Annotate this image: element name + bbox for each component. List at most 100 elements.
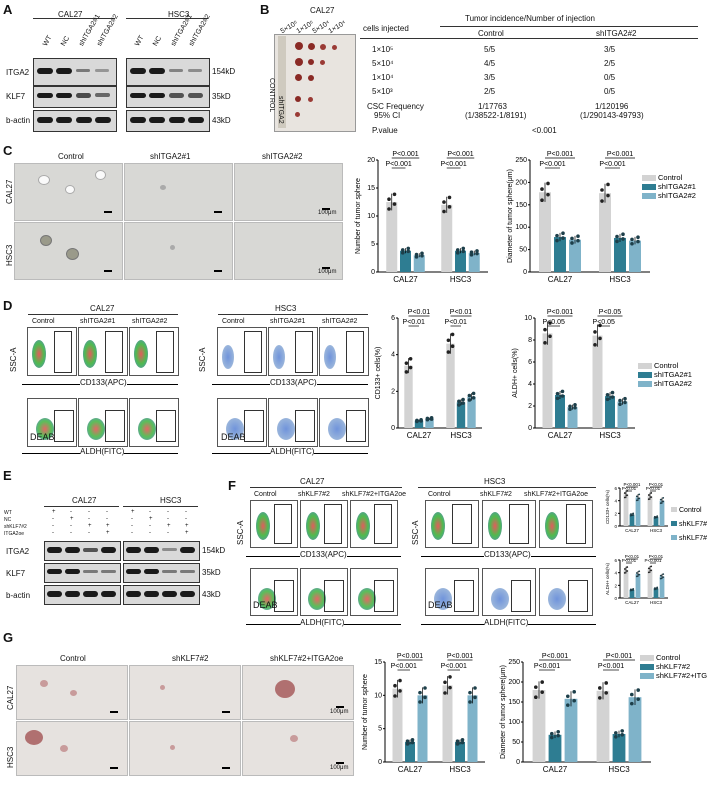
axis-label: ALDH(FITC) bbox=[484, 618, 529, 627]
data-point bbox=[398, 689, 402, 693]
data-point bbox=[650, 496, 653, 499]
microscopy-image bbox=[129, 665, 241, 720]
data-point bbox=[425, 417, 430, 422]
y-axis-label: ALDH+ cells(%) bbox=[512, 348, 519, 398]
condition-sign: - bbox=[131, 516, 133, 522]
p-value-label: P<0.001 bbox=[391, 663, 417, 670]
axis-label: SSC-A bbox=[198, 347, 207, 372]
bar bbox=[567, 407, 578, 428]
x-tick-label: HSC3 bbox=[608, 765, 630, 774]
bar bbox=[455, 250, 466, 272]
data-point bbox=[400, 251, 405, 255]
condition-sign: - bbox=[88, 509, 90, 515]
data-point bbox=[546, 181, 550, 186]
group-label: HSC3 bbox=[275, 304, 297, 313]
condition-sign: + bbox=[88, 523, 92, 529]
legend-label: Control bbox=[679, 507, 702, 514]
condition-sign: - bbox=[131, 530, 133, 536]
data-point bbox=[653, 587, 656, 590]
panel-label-f: F bbox=[228, 478, 236, 493]
data-point bbox=[636, 235, 640, 239]
data-point bbox=[568, 404, 572, 409]
data-point bbox=[630, 701, 634, 706]
data-point bbox=[543, 341, 547, 345]
data-point bbox=[443, 691, 447, 695]
data-point bbox=[623, 568, 626, 570]
panel-label-d: D bbox=[3, 298, 13, 313]
data-point bbox=[560, 394, 565, 398]
p-value-label: P<0.01 bbox=[649, 554, 664, 559]
axis-label: SSC-A bbox=[236, 520, 245, 545]
p-value-label: P<0.01 bbox=[646, 486, 661, 491]
y-tick-label: 2 bbox=[528, 403, 532, 410]
condition-sign: - bbox=[149, 530, 151, 536]
lane-label: WT bbox=[134, 34, 146, 48]
western-blot-itga2 bbox=[123, 541, 200, 561]
microscopy-image bbox=[234, 163, 343, 221]
condition-sign: - bbox=[185, 516, 187, 522]
data-point bbox=[568, 407, 572, 411]
x-tick-label: HSC3 bbox=[449, 765, 471, 774]
data-point bbox=[647, 571, 650, 574]
data-point bbox=[662, 573, 665, 575]
table-cell: 0/5 bbox=[604, 73, 616, 82]
size-marker: 43kD bbox=[212, 116, 231, 125]
bar bbox=[417, 695, 428, 762]
table-cell: 5×10⁴ bbox=[372, 59, 394, 68]
data-point bbox=[404, 361, 409, 365]
data-point bbox=[598, 696, 602, 700]
bar bbox=[647, 496, 653, 526]
data-point bbox=[593, 330, 597, 334]
flow-col: shITGA2#2 bbox=[322, 318, 358, 325]
data-point bbox=[647, 498, 650, 501]
y-tick-label: 15 bbox=[374, 659, 382, 666]
legend-swatch bbox=[640, 655, 654, 661]
bar bbox=[629, 589, 635, 598]
x-tick-label: HSC3 bbox=[599, 431, 621, 440]
y-tick-label: 6 bbox=[391, 315, 395, 322]
legend-swatch bbox=[638, 363, 652, 369]
legend-label: shITGA2#1 bbox=[654, 370, 692, 379]
data-point bbox=[455, 742, 460, 746]
data-point bbox=[469, 250, 474, 254]
western-blot-actin bbox=[33, 110, 117, 132]
data-point bbox=[638, 497, 641, 500]
data-point bbox=[398, 678, 402, 683]
data-point bbox=[604, 691, 608, 695]
y-tick-label: 10 bbox=[367, 213, 375, 220]
data-point bbox=[600, 199, 604, 203]
data-point bbox=[471, 395, 476, 400]
photo-label: CONTROL bbox=[268, 78, 275, 113]
flow-col: shITGA2#2 bbox=[132, 318, 168, 325]
p-value-label: P<0.01 bbox=[649, 482, 664, 487]
microscopy-image bbox=[129, 721, 241, 776]
data-point bbox=[659, 574, 662, 577]
data-point bbox=[629, 588, 632, 591]
axis-label: CD133(APC) bbox=[300, 550, 347, 559]
data-point bbox=[442, 209, 446, 214]
data-point bbox=[418, 690, 422, 695]
deab-label: DEAB bbox=[221, 432, 246, 442]
data-point bbox=[534, 695, 538, 699]
y-tick-label: 150 bbox=[508, 699, 520, 706]
x-tick-label: CAL27 bbox=[398, 765, 423, 774]
p-value-label: P<0.001 bbox=[392, 151, 418, 158]
western-blot-klf7 bbox=[126, 86, 210, 108]
data-point bbox=[659, 498, 662, 501]
x-tick-label: CAL27 bbox=[393, 275, 418, 284]
data-point bbox=[650, 492, 653, 494]
data-point bbox=[420, 253, 424, 258]
cell-line-label: CAL27 bbox=[58, 10, 83, 19]
condition-sign: - bbox=[149, 509, 151, 515]
bar bbox=[467, 396, 476, 428]
data-point bbox=[429, 416, 434, 420]
p-value-label: P<0.001 bbox=[539, 161, 565, 168]
data-point bbox=[629, 514, 632, 517]
y-tick-label: 4 bbox=[391, 352, 395, 359]
data-point bbox=[556, 730, 560, 734]
legend-label: shKLF7#2 bbox=[656, 662, 690, 671]
data-point bbox=[447, 205, 452, 209]
table-cell: 5/5 bbox=[484, 45, 496, 54]
x-tick-label: CAL27 bbox=[543, 765, 568, 774]
y-tick-label: 0 bbox=[378, 759, 382, 766]
